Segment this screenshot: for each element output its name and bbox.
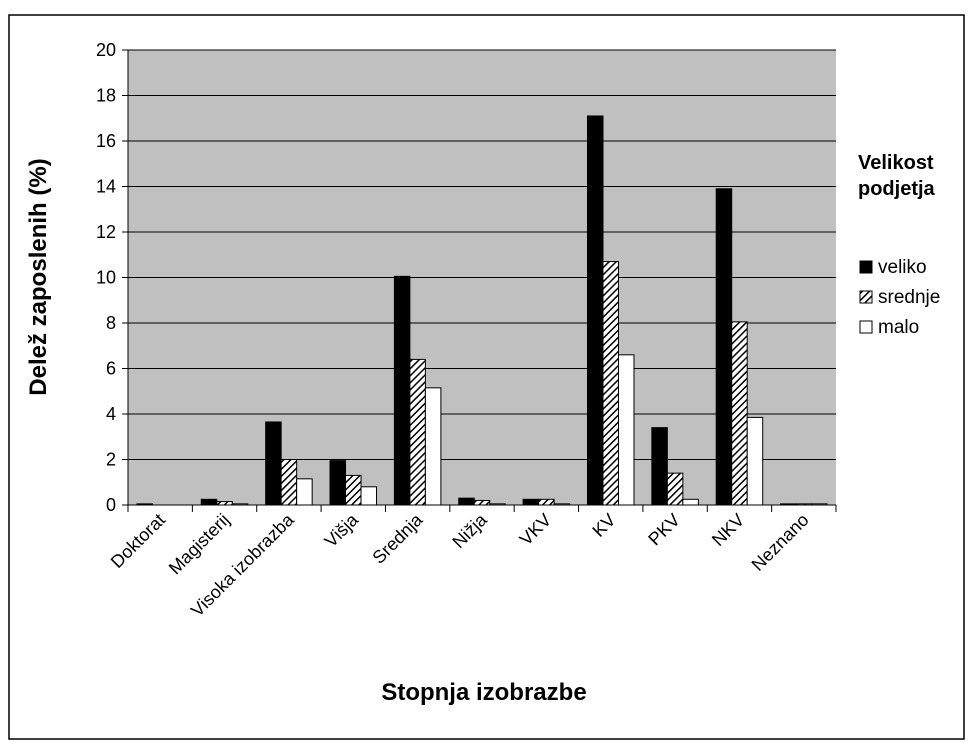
legend-swatch xyxy=(859,290,873,304)
legend-title-line: Velikost xyxy=(858,152,934,174)
legend-swatch xyxy=(859,260,873,274)
bar xyxy=(216,501,233,506)
frame xyxy=(8,14,965,740)
x-tick-label: Doktorat xyxy=(107,510,169,572)
bar xyxy=(345,474,362,506)
x-tick-label: Srednja xyxy=(368,509,427,568)
bar xyxy=(329,460,347,506)
bar xyxy=(602,261,619,506)
bar xyxy=(746,416,764,506)
y-tick-label: 14 xyxy=(96,177,116,197)
x-tick-label: NKV xyxy=(708,510,748,550)
legend-label: malo xyxy=(878,317,919,338)
y-tick-label: 10 xyxy=(96,268,116,288)
legend-title-line: podjetja xyxy=(858,178,936,200)
bar xyxy=(473,499,491,506)
x-tick-label: Magisterij xyxy=(165,510,234,579)
y-tick-label: 0 xyxy=(106,495,116,515)
bar xyxy=(424,387,442,506)
y-tick-label: 12 xyxy=(96,222,116,242)
x-axis-label: Stopnja izobrazbe xyxy=(381,679,586,706)
x-tick-label: KV xyxy=(588,510,619,541)
bar xyxy=(296,478,313,506)
bar xyxy=(393,275,411,506)
x-tick-label: Neznano xyxy=(748,510,813,575)
bar xyxy=(586,115,604,506)
y-tick-label: 16 xyxy=(96,131,116,151)
bar xyxy=(715,188,733,506)
bar xyxy=(458,497,475,506)
bar xyxy=(200,498,218,506)
bar xyxy=(731,321,748,506)
legend-title: Velikost podjetja xyxy=(858,152,936,200)
legend-label: srednje xyxy=(878,287,940,308)
bar xyxy=(409,358,426,506)
bar xyxy=(522,498,540,506)
legend-swatch xyxy=(859,320,873,334)
bar xyxy=(538,498,555,506)
bar xyxy=(280,459,298,506)
bar xyxy=(666,472,684,506)
bar xyxy=(360,486,378,506)
bar xyxy=(265,421,282,506)
bar xyxy=(651,427,668,506)
legend-label: veliko xyxy=(878,257,927,278)
y-tick-label: 2 xyxy=(106,450,116,470)
x-tick-label: PKV xyxy=(644,510,684,550)
x-tick-label: VKV xyxy=(516,510,556,550)
y-tick-label: 4 xyxy=(106,404,116,424)
bar xyxy=(617,354,635,506)
x-tick-label: Višja xyxy=(321,509,363,551)
y-tick-label: 20 xyxy=(96,40,116,60)
y-tick-label: 6 xyxy=(106,359,116,379)
y-axis-label: Delež zaposlenih (%) xyxy=(25,158,52,395)
y-tick-label: 8 xyxy=(106,313,116,333)
x-tick-label: Nižja xyxy=(448,509,491,552)
bar xyxy=(682,498,699,506)
y-tick-label: 18 xyxy=(96,86,116,106)
